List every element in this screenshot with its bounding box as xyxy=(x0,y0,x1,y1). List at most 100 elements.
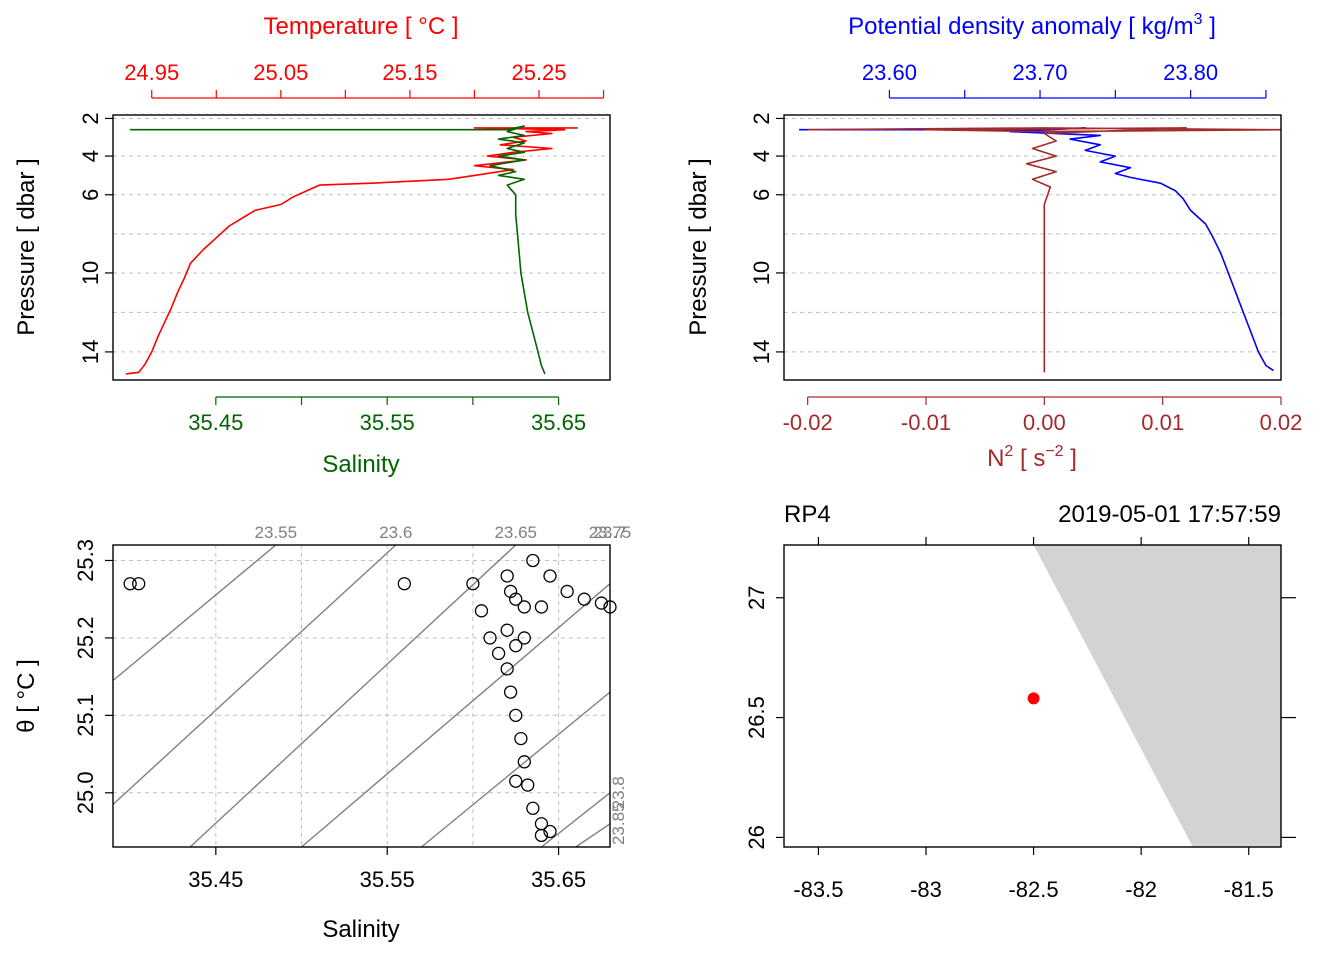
ts-point xyxy=(517,631,531,645)
ts-point xyxy=(397,577,411,591)
top-tick-label: 23.80 xyxy=(1163,60,1218,85)
ts-point xyxy=(521,778,535,792)
isopycnal-label: 23.75 xyxy=(589,523,632,542)
ts-point xyxy=(509,639,523,653)
ts-point xyxy=(526,553,540,568)
y-tick-label: 2 xyxy=(749,112,774,124)
ts-point xyxy=(500,623,514,637)
ts-point xyxy=(534,828,549,843)
isopycnal-label: 23.8 xyxy=(609,776,628,809)
y-tick-label: 14 xyxy=(749,340,774,364)
ts-profile-box xyxy=(112,114,611,381)
isopycnal-line xyxy=(112,544,397,805)
y-tick-label: 25.0 xyxy=(73,771,98,814)
land-polygon xyxy=(1033,545,1281,847)
density-profile-grid xyxy=(784,117,1281,353)
x-tick-label: -83 xyxy=(910,877,942,902)
ts-point xyxy=(517,755,531,769)
ts-diagram-ylabel: θ [ °C ] xyxy=(13,659,40,733)
ts-diagram-axes: 35.45 35.55 35.65 25.0 25.1 25.2 25.3 xyxy=(73,539,586,892)
y-tick-label: 6 xyxy=(749,189,774,201)
bottom-tick-label: 35.65 xyxy=(531,410,586,435)
x-tick-label: -83.5 xyxy=(793,877,843,902)
y-tick-label: 4 xyxy=(749,150,774,162)
potential-density-anomaly-line xyxy=(799,127,1274,372)
density-axis-label: Potential density anomaly [ kg/m3 ] xyxy=(848,11,1216,40)
bottom-tick-label: -0.02 xyxy=(783,410,833,435)
salinity-axis-label: Salinity xyxy=(322,451,399,478)
ts-point xyxy=(132,577,146,591)
y-tick-label: 25.2 xyxy=(73,617,98,660)
station-map-box xyxy=(783,544,1282,848)
ts-point xyxy=(526,801,540,815)
temperature-axis-label: Temperature [ °C ] xyxy=(264,13,459,40)
x-tick-label: -82.5 xyxy=(1008,877,1058,902)
x-tick-label: -81.5 xyxy=(1224,877,1274,902)
x-tick-label: 35.55 xyxy=(360,867,415,892)
y-tick-label: 10 xyxy=(78,261,103,285)
x-tick-label: -82 xyxy=(1125,877,1157,902)
salinity-line xyxy=(130,125,546,375)
ts-point xyxy=(543,569,557,583)
ts-point xyxy=(466,577,480,591)
bottom-tick-label: 0.00 xyxy=(1023,410,1066,435)
x-tick-label: 35.45 xyxy=(188,867,243,892)
y-tick-label: 25.1 xyxy=(73,694,98,737)
top-tick-label: 25.25 xyxy=(511,60,566,85)
station-map-points xyxy=(1027,692,1040,705)
ts-point xyxy=(483,631,497,645)
ts-diagram-xlabel: Salinity xyxy=(322,916,399,943)
bottom-tick-label: 35.45 xyxy=(188,410,243,435)
x-tick-label: 35.65 xyxy=(531,867,586,892)
top-tick-label: 23.60 xyxy=(862,60,917,85)
isopycnal-label: 23.85 xyxy=(609,802,628,845)
isopycnal-line xyxy=(575,823,611,848)
ts-point xyxy=(500,662,514,676)
ts-point xyxy=(594,596,609,610)
bottom-tick-label: -0.01 xyxy=(901,410,951,435)
top-tick-label: 25.05 xyxy=(253,60,308,85)
y-tick-label: 27 xyxy=(744,585,769,609)
ts-point xyxy=(543,824,557,839)
ts-profile-panel: 2 4 6 10 14 24.95 25.05 25.15 25.25 35.45 35.55 35.… xyxy=(13,13,611,478)
isopycnal-label: 23.6 xyxy=(379,523,412,542)
bottom-tick-label: 0.02 xyxy=(1260,410,1303,435)
station-name: RP4 xyxy=(784,501,831,528)
station-datetime: 2019-05-01 17:57:59 xyxy=(1058,501,1281,528)
station-point xyxy=(1027,692,1040,705)
ts-point xyxy=(500,569,514,583)
ts-point xyxy=(509,708,523,723)
ts-diagram-isopycnals: 23.55 23.6 23.65 23.723.75 23.823.85 xyxy=(112,523,632,848)
bottom-tick-label: 0.01 xyxy=(1141,410,1184,435)
isopycnal-line xyxy=(541,792,611,848)
ts-point xyxy=(491,646,506,661)
ts-point xyxy=(560,584,574,599)
ts-diagram-grid xyxy=(113,545,610,847)
y-tick-label: 26 xyxy=(744,825,769,849)
top-tick-label: 24.95 xyxy=(124,60,179,85)
density-profile-panel: 2 4 6 10 14 23.60 23.70 23.80 -0.02 -0.01 0.00 0.01… xyxy=(685,11,1302,472)
isopycnal-line xyxy=(189,544,517,848)
ts-profile-ylabel: Pressure [ dbar ] xyxy=(13,158,40,335)
density-profile-ylabel: Pressure [ dbar ] xyxy=(685,158,712,335)
top-tick-label: 23.70 xyxy=(1012,60,1067,85)
ts-point xyxy=(509,592,523,606)
isopycnal-line xyxy=(301,583,611,848)
ts-diagram-points xyxy=(123,553,617,843)
top-tick-label: 25.15 xyxy=(382,60,437,85)
station-map-panel: -83.5 -83 -82.5 -82 -81.5 26 26.5 27 RP4 2019-0… xyxy=(744,501,1296,902)
density-profile-axes: 2 4 6 10 14 23.60 23.70 23.80 -0.02 -0.01 0.00 0.01… xyxy=(749,60,1302,435)
bottom-tick-label: 35.55 xyxy=(360,410,415,435)
ts-profile-axes: 2 4 6 10 14 24.95 25.05 25.15 25.25 35.45 35.55 35.… xyxy=(78,60,605,435)
ts-point xyxy=(577,592,591,606)
ts-point xyxy=(474,604,489,618)
ts-point xyxy=(509,774,523,788)
y-tick-label: 2 xyxy=(78,112,103,124)
y-tick-label: 26.5 xyxy=(744,696,769,739)
station-map-axes: -83.5 -83 -82.5 -82 -81.5 26 26.5 27 xyxy=(744,537,1296,902)
station-map-land xyxy=(1033,545,1281,847)
isopycnal-label: 23.55 xyxy=(255,523,298,542)
n2-line xyxy=(807,127,1282,373)
ts-point xyxy=(514,731,528,746)
